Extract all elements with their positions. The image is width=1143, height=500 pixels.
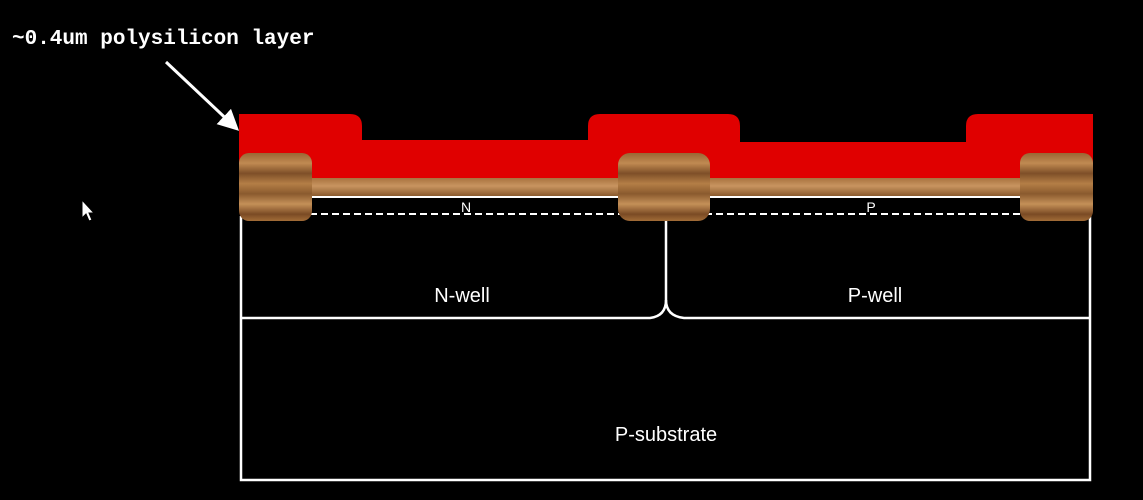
p-diffusion-label: P: [866, 199, 875, 215]
substrate-outline: [239, 216, 1092, 482]
substrate-border: [239, 216, 1092, 482]
n-well-label: N-well: [434, 285, 490, 307]
polysilicon-annotation: ~0.4um polysilicon layer: [12, 28, 314, 51]
p-well-label: P-well: [848, 285, 902, 307]
annotation-arrow: [164, 60, 240, 131]
field-oxide-middle: [618, 153, 710, 221]
field-oxide-right: [1020, 153, 1093, 221]
polysilicon-layer: [239, 114, 1093, 178]
n-diffusion-label: N: [461, 199, 471, 215]
thin-oxide-p: [700, 176, 1030, 196]
thin-oxide-n: [300, 176, 630, 196]
field-oxide-left: [239, 153, 312, 221]
mouse-pointer-icon: [81, 198, 96, 222]
p-substrate-label: P-substrate: [615, 424, 717, 446]
p-well-boundary: [664, 299, 1090, 320]
